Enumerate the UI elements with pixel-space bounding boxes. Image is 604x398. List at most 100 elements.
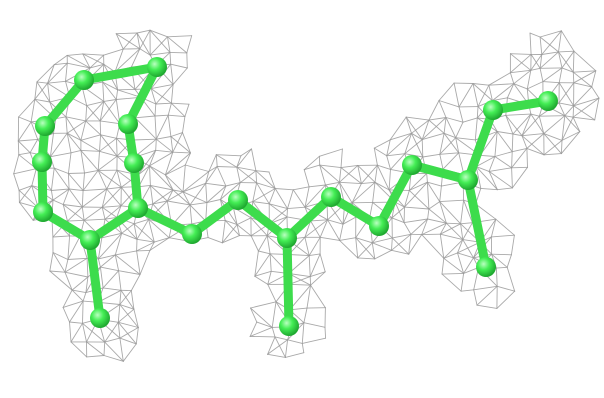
mesh-line: [101, 205, 122, 208]
mesh-line: [18, 185, 33, 203]
mesh-line: [62, 300, 84, 308]
mesh-line: [85, 276, 89, 294]
mesh-line: [169, 51, 172, 65]
mesh-line: [573, 50, 597, 72]
mesh-line: [239, 170, 257, 184]
mesh-line: [421, 218, 429, 236]
mesh-line: [495, 218, 515, 236]
mesh-line: [267, 339, 289, 355]
mesh-line: [475, 166, 490, 172]
mesh-line: [148, 218, 155, 243]
mesh-line: [82, 53, 105, 56]
atom: [128, 198, 148, 218]
atom: [277, 228, 297, 248]
mesh-line: [236, 166, 258, 184]
mesh-line: [303, 307, 308, 324]
mesh-line: [411, 132, 423, 141]
mesh-line: [521, 113, 532, 137]
mesh-line: [53, 167, 70, 190]
mesh-line: [149, 51, 171, 56]
mesh-line: [390, 153, 406, 170]
mesh-line: [491, 83, 515, 102]
mesh-line: [18, 98, 36, 118]
mesh-line: [116, 169, 122, 188]
mesh-line: [189, 182, 207, 206]
mesh-line: [184, 164, 210, 172]
mesh-line: [491, 253, 508, 268]
mesh-line: [62, 204, 68, 222]
mesh-line: [17, 140, 31, 154]
mesh-line: [189, 202, 208, 206]
mesh-line: [31, 168, 37, 187]
mesh-line: [457, 252, 474, 259]
mesh-line: [476, 285, 498, 306]
mesh-line: [351, 181, 376, 204]
mesh-line: [47, 64, 55, 84]
atom-layer: [32, 57, 558, 336]
mesh-line: [439, 153, 444, 170]
mesh-line: [80, 134, 102, 141]
mesh-line: [357, 164, 376, 183]
mesh-line: [310, 284, 326, 309]
mesh-line: [150, 88, 157, 105]
bond: [233, 195, 292, 243]
mesh-line: [453, 82, 460, 108]
mesh-line: [106, 188, 122, 207]
mesh-line: [85, 120, 102, 136]
bond: [463, 105, 498, 185]
mesh-line: [232, 206, 238, 226]
mesh-line: [256, 182, 276, 189]
mesh-line: [512, 113, 532, 135]
mesh-line: [327, 219, 344, 225]
mesh-line: [428, 201, 441, 210]
mesh-line: [236, 155, 242, 168]
mesh-line: [521, 115, 540, 137]
mesh-line: [81, 190, 84, 208]
mesh-line: [50, 190, 54, 201]
mesh-line: [155, 138, 157, 151]
mesh-line: [394, 201, 405, 224]
mesh-line: [249, 321, 258, 337]
mesh-line: [167, 114, 186, 118]
mesh-line: [308, 255, 311, 278]
mesh-line: [114, 250, 138, 256]
mesh-line: [538, 115, 545, 135]
mesh-line: [101, 188, 108, 208]
mesh-line: [404, 206, 430, 210]
mesh-line: [476, 106, 479, 119]
mesh-line: [541, 51, 559, 55]
mesh-line: [394, 201, 405, 208]
mesh-line: [573, 70, 597, 84]
mesh-line: [530, 113, 540, 117]
mesh-line: [474, 117, 478, 141]
mesh-line: [53, 54, 68, 66]
mesh-line: [560, 30, 575, 52]
mesh-line: [172, 189, 184, 193]
mesh-line: [442, 152, 460, 170]
mesh-line: [172, 189, 191, 206]
mesh-line: [215, 154, 218, 167]
mesh-line: [132, 138, 157, 141]
mesh-line: [472, 83, 479, 108]
mesh-line: [18, 189, 39, 209]
mesh-line: [488, 170, 498, 191]
mesh-line: [47, 80, 66, 84]
mesh-line: [224, 219, 238, 226]
mesh-line: [564, 105, 575, 117]
mesh-line: [539, 36, 543, 55]
mesh-line: [389, 116, 407, 141]
mesh-line: [122, 343, 137, 362]
mesh-line: [136, 29, 151, 34]
mesh-line: [530, 113, 545, 135]
mesh-line: [134, 117, 157, 140]
mesh-line: [219, 182, 241, 200]
mesh-line: [67, 206, 83, 222]
mesh-line: [388, 168, 391, 191]
bond: [282, 233, 294, 331]
mesh-line: [421, 222, 447, 236]
mesh-line: [169, 51, 188, 54]
mesh-line: [55, 116, 67, 120]
mesh-line: [34, 98, 51, 103]
mesh-line: [530, 53, 541, 69]
mesh-line: [460, 199, 465, 225]
